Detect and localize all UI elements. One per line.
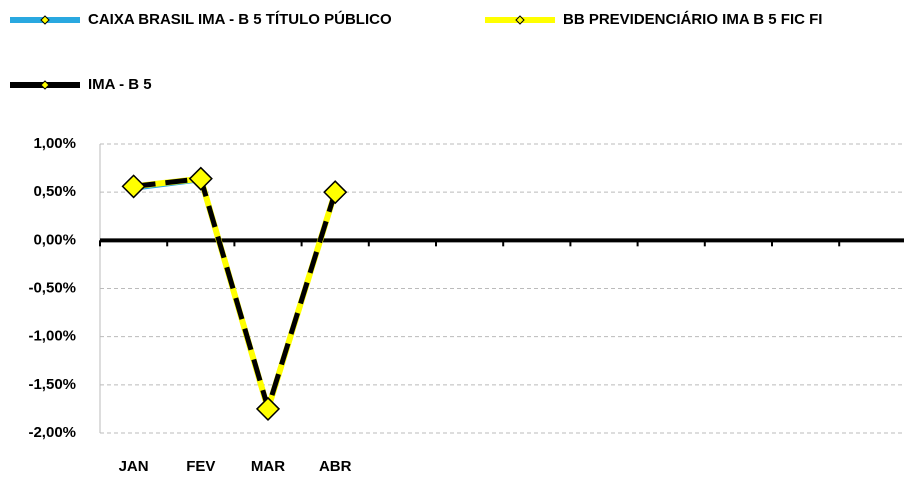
- x-tick-label: ABR: [319, 458, 352, 475]
- marker: [323, 180, 348, 205]
- y-tick-label: 0,50%: [33, 183, 76, 200]
- series-line: [133, 176, 338, 411]
- x-tick-label: MAR: [251, 458, 285, 475]
- legend-label: BB PREVIDENCIÁRIO IMA B 5 FIC FI: [563, 11, 822, 28]
- marker: [188, 166, 213, 191]
- y-tick-label: 1,00%: [33, 135, 76, 152]
- legend-marker: [40, 15, 50, 25]
- y-tick-label: -1,50%: [28, 376, 76, 393]
- marker: [255, 396, 281, 421]
- y-tick-label: -2,00%: [28, 424, 76, 441]
- legend-marker: [40, 80, 50, 90]
- legend-marker: [515, 15, 525, 25]
- legend-label: CAIXA BRASIL IMA - B 5 TÍTULO PÚBLICO: [88, 10, 392, 28]
- y-tick-label: 0,00%: [33, 231, 76, 248]
- x-tick-label: FEV: [186, 458, 215, 475]
- y-tick-label: -0,50%: [28, 279, 76, 296]
- legend-label: IMA - B 5: [88, 76, 152, 93]
- x-tick-label: JAN: [119, 458, 149, 475]
- marker: [121, 174, 146, 199]
- y-tick-label: -1,00%: [28, 328, 76, 345]
